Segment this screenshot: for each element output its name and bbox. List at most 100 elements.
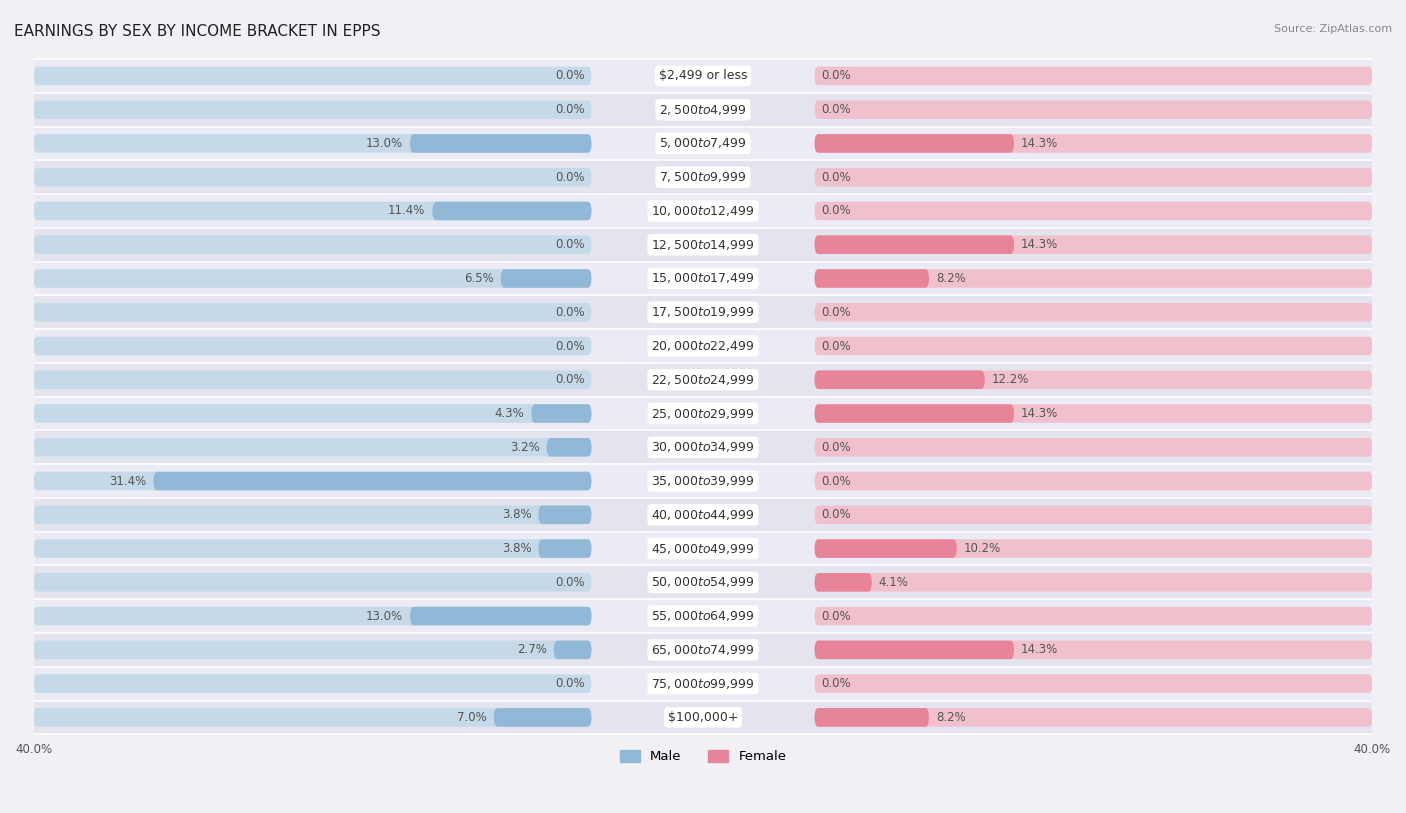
FancyBboxPatch shape <box>814 438 1372 457</box>
Text: 0.0%: 0.0% <box>555 576 585 589</box>
FancyBboxPatch shape <box>34 134 592 153</box>
Text: $65,000 to $74,999: $65,000 to $74,999 <box>651 643 755 657</box>
FancyBboxPatch shape <box>547 438 592 457</box>
Bar <box>34 566 1372 599</box>
Text: 14.3%: 14.3% <box>1021 407 1059 420</box>
FancyBboxPatch shape <box>814 337 1372 355</box>
Bar <box>34 194 1372 228</box>
FancyBboxPatch shape <box>34 371 592 389</box>
Text: 8.2%: 8.2% <box>936 711 966 724</box>
Bar <box>34 464 1372 498</box>
FancyBboxPatch shape <box>34 202 592 220</box>
Legend: Male, Female: Male, Female <box>614 745 792 768</box>
Text: 0.0%: 0.0% <box>555 238 585 251</box>
Bar <box>34 329 1372 363</box>
Text: $2,499 or less: $2,499 or less <box>659 69 747 82</box>
FancyBboxPatch shape <box>554 641 592 659</box>
FancyBboxPatch shape <box>34 606 592 625</box>
FancyBboxPatch shape <box>34 539 592 558</box>
FancyBboxPatch shape <box>34 303 592 321</box>
Bar <box>34 599 1372 633</box>
Text: $10,000 to $12,499: $10,000 to $12,499 <box>651 204 755 218</box>
FancyBboxPatch shape <box>814 674 1372 693</box>
Text: 31.4%: 31.4% <box>110 475 146 488</box>
Text: 0.0%: 0.0% <box>821 508 851 521</box>
FancyBboxPatch shape <box>814 539 957 558</box>
FancyBboxPatch shape <box>814 573 872 592</box>
Text: 4.1%: 4.1% <box>879 576 908 589</box>
Text: 0.0%: 0.0% <box>821 610 851 623</box>
FancyBboxPatch shape <box>814 641 1014 659</box>
Text: 11.4%: 11.4% <box>388 204 426 217</box>
Text: 0.0%: 0.0% <box>555 171 585 184</box>
Text: 14.3%: 14.3% <box>1021 238 1059 251</box>
Text: 4.3%: 4.3% <box>495 407 524 420</box>
Text: 0.0%: 0.0% <box>821 306 851 319</box>
FancyBboxPatch shape <box>531 404 592 423</box>
Text: 3.8%: 3.8% <box>502 542 531 555</box>
FancyBboxPatch shape <box>814 371 1372 389</box>
Text: $2,500 to $4,999: $2,500 to $4,999 <box>659 102 747 117</box>
Text: $75,000 to $99,999: $75,000 to $99,999 <box>651 676 755 690</box>
Bar <box>34 633 1372 667</box>
Text: $17,500 to $19,999: $17,500 to $19,999 <box>651 305 755 320</box>
Text: $22,500 to $24,999: $22,500 to $24,999 <box>651 373 755 387</box>
Text: $5,000 to $7,499: $5,000 to $7,499 <box>659 137 747 150</box>
FancyBboxPatch shape <box>34 472 592 490</box>
Text: 0.0%: 0.0% <box>555 340 585 353</box>
FancyBboxPatch shape <box>814 371 984 389</box>
Text: 14.3%: 14.3% <box>1021 137 1059 150</box>
Text: 2.7%: 2.7% <box>517 643 547 656</box>
FancyBboxPatch shape <box>34 404 592 423</box>
FancyBboxPatch shape <box>34 438 592 457</box>
Text: 0.0%: 0.0% <box>555 373 585 386</box>
FancyBboxPatch shape <box>814 236 1372 254</box>
Text: $12,500 to $14,999: $12,500 to $14,999 <box>651 237 755 252</box>
Bar <box>34 59 1372 93</box>
FancyBboxPatch shape <box>814 134 1372 153</box>
Text: 0.0%: 0.0% <box>821 340 851 353</box>
Text: 3.8%: 3.8% <box>502 508 531 521</box>
FancyBboxPatch shape <box>34 100 592 119</box>
FancyBboxPatch shape <box>814 472 1372 490</box>
FancyBboxPatch shape <box>34 708 592 727</box>
Text: 0.0%: 0.0% <box>821 204 851 217</box>
FancyBboxPatch shape <box>814 168 1372 186</box>
FancyBboxPatch shape <box>814 303 1372 321</box>
Text: Source: ZipAtlas.com: Source: ZipAtlas.com <box>1274 24 1392 34</box>
Bar <box>34 701 1372 734</box>
FancyBboxPatch shape <box>433 202 592 220</box>
Bar <box>34 498 1372 532</box>
FancyBboxPatch shape <box>814 269 929 288</box>
FancyBboxPatch shape <box>153 472 592 490</box>
FancyBboxPatch shape <box>34 337 592 355</box>
Text: 13.0%: 13.0% <box>366 137 404 150</box>
Text: $50,000 to $54,999: $50,000 to $54,999 <box>651 576 755 589</box>
Bar <box>34 667 1372 701</box>
FancyBboxPatch shape <box>34 506 592 524</box>
Bar <box>34 262 1372 295</box>
Text: 0.0%: 0.0% <box>821 69 851 82</box>
FancyBboxPatch shape <box>411 134 592 153</box>
Text: 10.2%: 10.2% <box>963 542 1001 555</box>
FancyBboxPatch shape <box>34 269 592 288</box>
Bar <box>34 93 1372 127</box>
FancyBboxPatch shape <box>814 404 1014 423</box>
Bar <box>34 160 1372 194</box>
Bar <box>34 532 1372 566</box>
FancyBboxPatch shape <box>34 236 592 254</box>
FancyBboxPatch shape <box>814 708 929 727</box>
Text: $20,000 to $22,499: $20,000 to $22,499 <box>651 339 755 353</box>
FancyBboxPatch shape <box>814 269 1372 288</box>
FancyBboxPatch shape <box>814 202 1372 220</box>
FancyBboxPatch shape <box>494 708 592 727</box>
FancyBboxPatch shape <box>814 641 1372 659</box>
Text: $15,000 to $17,499: $15,000 to $17,499 <box>651 272 755 285</box>
FancyBboxPatch shape <box>814 404 1372 423</box>
Text: 8.2%: 8.2% <box>936 272 966 285</box>
FancyBboxPatch shape <box>34 641 592 659</box>
Bar <box>34 430 1372 464</box>
Text: 0.0%: 0.0% <box>555 306 585 319</box>
FancyBboxPatch shape <box>34 168 592 186</box>
Text: 3.2%: 3.2% <box>510 441 540 454</box>
